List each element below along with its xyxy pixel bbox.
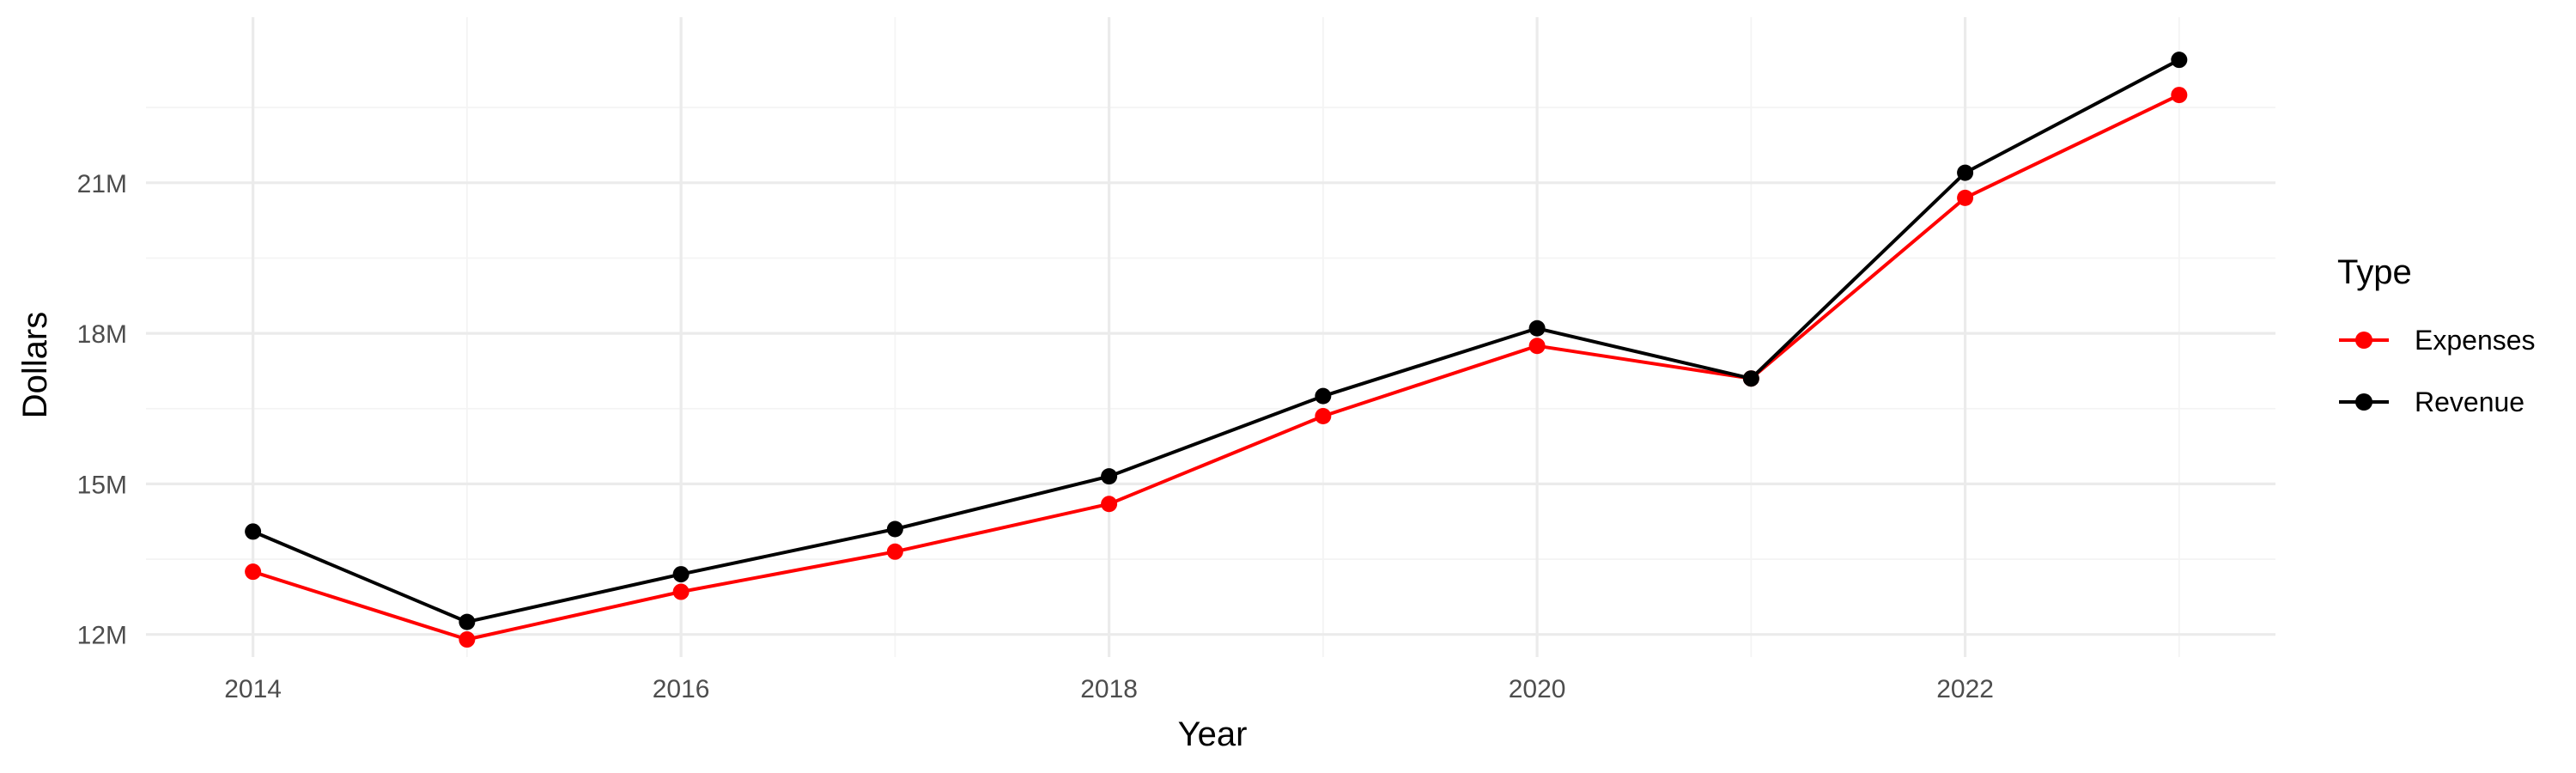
data-point-revenue-2023 [2171,52,2188,69]
x-tick-label: 2016 [653,675,710,703]
series-revenue [245,52,2188,630]
data-point-expenses-2022 [1957,189,1974,206]
y-axis-title: Dollars [16,312,54,418]
legend-item-revenue: Revenue [2339,386,2524,417]
legend-key-expenses-point [2355,332,2372,349]
data-point-revenue-2017 [886,520,903,538]
data-point-expenses-2016 [672,583,690,600]
data-point-revenue-2022 [1957,164,1974,181]
series-line-revenue [252,58,2180,624]
x-tick-label: 2022 [1936,675,1994,703]
x-tick-label: 2018 [1080,675,1138,703]
data-point-expenses-2015 [459,631,476,648]
x-tick-label: 2014 [224,675,282,703]
y-tick-label: 21M [77,170,127,198]
data-point-revenue-2016 [672,566,690,583]
data-point-expenses-2017 [886,543,903,560]
legend-title: Type [2337,253,2412,291]
data-point-expenses-2023 [2171,87,2188,104]
legend-item-expenses: Expenses [2339,325,2536,356]
series-layer [245,52,2188,648]
data-point-expenses-2020 [1528,338,1546,355]
data-point-expenses-2014 [245,563,262,581]
data-point-revenue-2019 [1315,387,1332,405]
legend-label-expenses: Expenses [2415,325,2536,356]
data-point-revenue-2020 [1528,320,1546,337]
series-expenses [245,87,2188,648]
data-point-expenses-2019 [1315,408,1332,425]
x-tick-label: 2020 [1509,675,1566,703]
data-point-revenue-2014 [245,523,262,540]
y-tick-label: 12M [77,622,127,650]
y-tick-label: 18M [77,320,127,349]
data-point-expenses-2018 [1101,496,1118,513]
series-line-expenses [252,93,2180,642]
legend-key-revenue-point [2355,393,2372,411]
legend-label-revenue: Revenue [2415,386,2524,417]
data-point-revenue-2018 [1101,468,1118,485]
grid [146,17,2275,657]
y-tick-label: 15M [77,471,127,499]
legend: Type Expenses Revenue [2337,253,2536,417]
x-axis-title: Year [1178,715,1248,753]
y-axis-ticks: 12M 15M 18M 21M [77,170,127,650]
data-point-revenue-2021 [1742,370,1759,387]
x-axis-ticks: 2014 2016 2018 2020 2022 [224,675,1994,703]
data-point-revenue-2015 [459,613,476,630]
